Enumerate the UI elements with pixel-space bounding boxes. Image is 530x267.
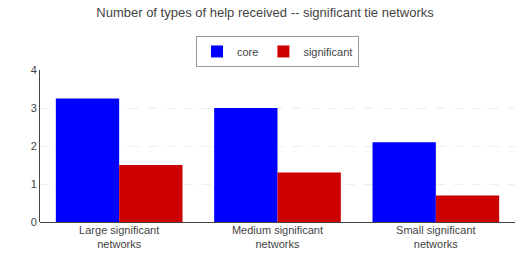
svg-text:1: 1: [31, 178, 37, 190]
svg-text:Small significantnetworks: Small significantnetworks: [396, 224, 475, 250]
svg-text:4: 4: [31, 64, 37, 76]
svg-text:0: 0: [31, 216, 37, 228]
svg-text:3: 3: [31, 102, 37, 114]
svg-text:significant: significant: [303, 46, 352, 58]
svg-text:core: core: [237, 46, 258, 58]
svg-text:Medium significantnetworks: Medium significantnetworks: [232, 224, 323, 250]
svg-text:Large significantnetworks: Large significantnetworks: [79, 224, 159, 250]
svg-text:Number of types of help receiv: Number of types of help received -- sign…: [96, 5, 434, 20]
svg-text:2: 2: [31, 140, 37, 152]
